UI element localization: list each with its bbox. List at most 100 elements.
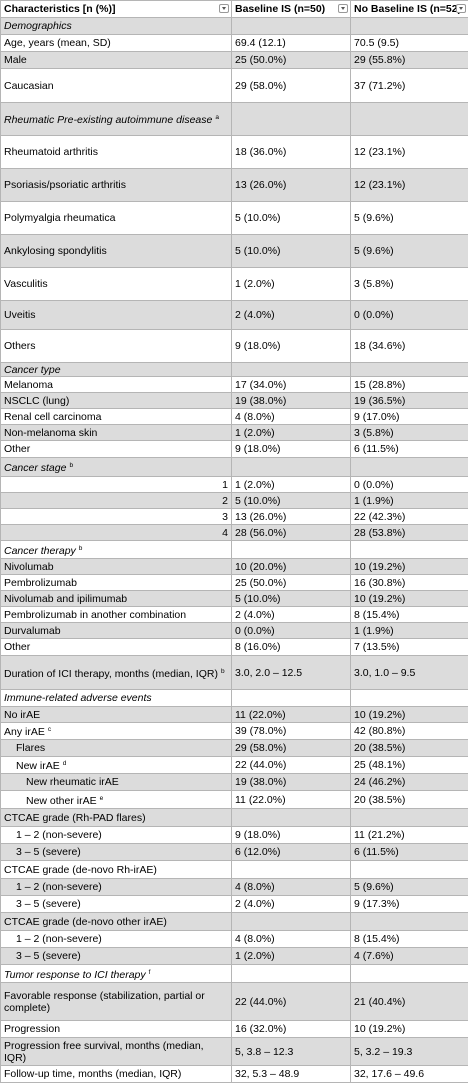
value-cell [232, 18, 351, 35]
label-text: New rheumatic irAE [26, 776, 119, 788]
row-label: NSCLC (lung) [1, 393, 232, 409]
filter-button[interactable] [456, 4, 466, 13]
value-text: 12 (23.1%) [354, 146, 405, 158]
value-cell: 28 (53.8%) [351, 525, 468, 541]
row-label: CTCAE grade (de-novo Rh-irAE) [1, 861, 232, 879]
value-cell: 25 (50.0%) [232, 575, 351, 591]
label-text: 3 [222, 511, 228, 523]
value-text: 21 (40.4%) [354, 996, 405, 1008]
value-cell: 10 (19.2%) [351, 707, 468, 723]
value-cell: 19 (38.0%) [232, 774, 351, 791]
value-cell: 69.4 (12.1) [232, 35, 351, 52]
value-cell: 0 (0.0%) [232, 623, 351, 639]
label-text: Flares [16, 742, 45, 754]
row-label: Pembrolizumab in another combination [1, 607, 232, 623]
value-text: 9 (18.0%) [235, 340, 281, 352]
label-text: CTCAE grade (de-novo other irAE) [4, 916, 167, 928]
value-text: 12 (23.1%) [354, 179, 405, 191]
value-cell: 11 (22.0%) [232, 707, 351, 723]
label-text: Tumor response to ICI therapy [4, 969, 146, 981]
table-row: Follow-up time, months (median, IQR)32, … [1, 1066, 468, 1083]
value-text: 3 (5.8%) [354, 427, 394, 439]
footnote-mark: f [149, 969, 151, 976]
value-text: 5 (10.0%) [235, 593, 281, 605]
value-text: 4 (8.0%) [235, 881, 275, 893]
value-text: 10 (19.2%) [354, 561, 405, 573]
value-text: 32, 5.3 – 48.9 [235, 1068, 299, 1080]
row-label: Other [1, 639, 232, 656]
value-text: 13 (26.0%) [235, 179, 286, 191]
value-cell: 25 (48.1%) [351, 757, 468, 774]
value-cell: 8 (16.0%) [232, 639, 351, 656]
filter-button[interactable] [219, 4, 229, 13]
row-label: Demographics [1, 18, 232, 35]
row-label: Ankylosing spondylitis [1, 235, 232, 268]
label-text: Nivolumab [4, 561, 54, 573]
value-text: 28 (56.0%) [235, 527, 286, 539]
table-row: Rheumatic Pre-existing autoimmune diseas… [1, 103, 468, 136]
value-text: 19 (38.0%) [235, 776, 286, 788]
label-text: Psoriasis/psoriatic arthritis [4, 179, 126, 191]
value-cell: 22 (44.0%) [232, 757, 351, 774]
header-text: Characteristics [n (%)] [4, 3, 115, 15]
value-cell: 3 (5.8%) [351, 425, 468, 441]
value-text: 6 (11.5%) [354, 443, 399, 455]
value-cell: 25 (50.0%) [232, 52, 351, 69]
value-cell [232, 363, 351, 377]
value-text: 2 (4.0%) [235, 898, 275, 910]
value-text: 20 (38.5%) [354, 794, 405, 806]
value-cell: 5 (10.0%) [232, 235, 351, 268]
table-row: CTCAE grade (de-novo other irAE) [1, 913, 468, 931]
footnote-mark: d [63, 760, 67, 767]
value-text: 13 (26.0%) [235, 511, 286, 523]
value-text: 10 (19.2%) [354, 1023, 405, 1035]
value-text: 1 (2.0%) [235, 278, 275, 290]
value-cell: 3.0, 1.0 – 9.5 [351, 656, 468, 690]
header-text: No Baseline IS (n=52) [354, 3, 461, 15]
row-label: Cancer type [1, 363, 232, 377]
label-text: 3 – 5 (severe) [16, 846, 81, 858]
label-text: Rheumatic Pre-existing autoimmune diseas… [4, 114, 212, 126]
value-cell: 18 (36.0%) [232, 136, 351, 169]
header-cell: Baseline IS (n=50) [232, 1, 351, 18]
value-cell [351, 18, 468, 35]
value-text: 3 (5.8%) [354, 278, 394, 290]
label-text: Other [4, 641, 30, 653]
label-text: New other irAE [26, 795, 97, 807]
value-text: 2 (4.0%) [235, 609, 275, 621]
value-text: 1 (2.0%) [235, 950, 275, 962]
label-text: Durvalumab [4, 625, 61, 637]
table-row: 3 – 5 (severe)6 (12.0%)6 (11.5%) [1, 844, 468, 861]
filter-button[interactable] [338, 4, 348, 13]
header-cell: Characteristics [n (%)] [1, 1, 232, 18]
value-cell: 32, 17.6 – 49.6 [351, 1066, 468, 1083]
row-label: CTCAE grade (de-novo other irAE) [1, 913, 232, 931]
value-text: 18 (34.6%) [354, 340, 405, 352]
row-label: Pembrolizumab [1, 575, 232, 591]
row-label: 2 [1, 493, 232, 509]
value-cell [351, 809, 468, 827]
row-label: Caucasian [1, 69, 232, 103]
label-text: 1 – 2 (non-severe) [16, 829, 102, 841]
value-text: 69.4 (12.1) [235, 37, 286, 49]
value-cell [351, 363, 468, 377]
value-text: 25 (50.0%) [235, 577, 286, 589]
value-cell: 29 (55.8%) [351, 52, 468, 69]
footnote-mark: b [221, 668, 225, 675]
row-label: Durvalumab [1, 623, 232, 639]
value-text: 9 (18.0%) [235, 443, 281, 455]
row-label: 1 – 2 (non-severe) [1, 931, 232, 948]
value-cell: 3.0, 2.0 – 12.5 [232, 656, 351, 690]
label-text: Male [4, 54, 27, 66]
label-text: Uveitis [4, 309, 36, 321]
